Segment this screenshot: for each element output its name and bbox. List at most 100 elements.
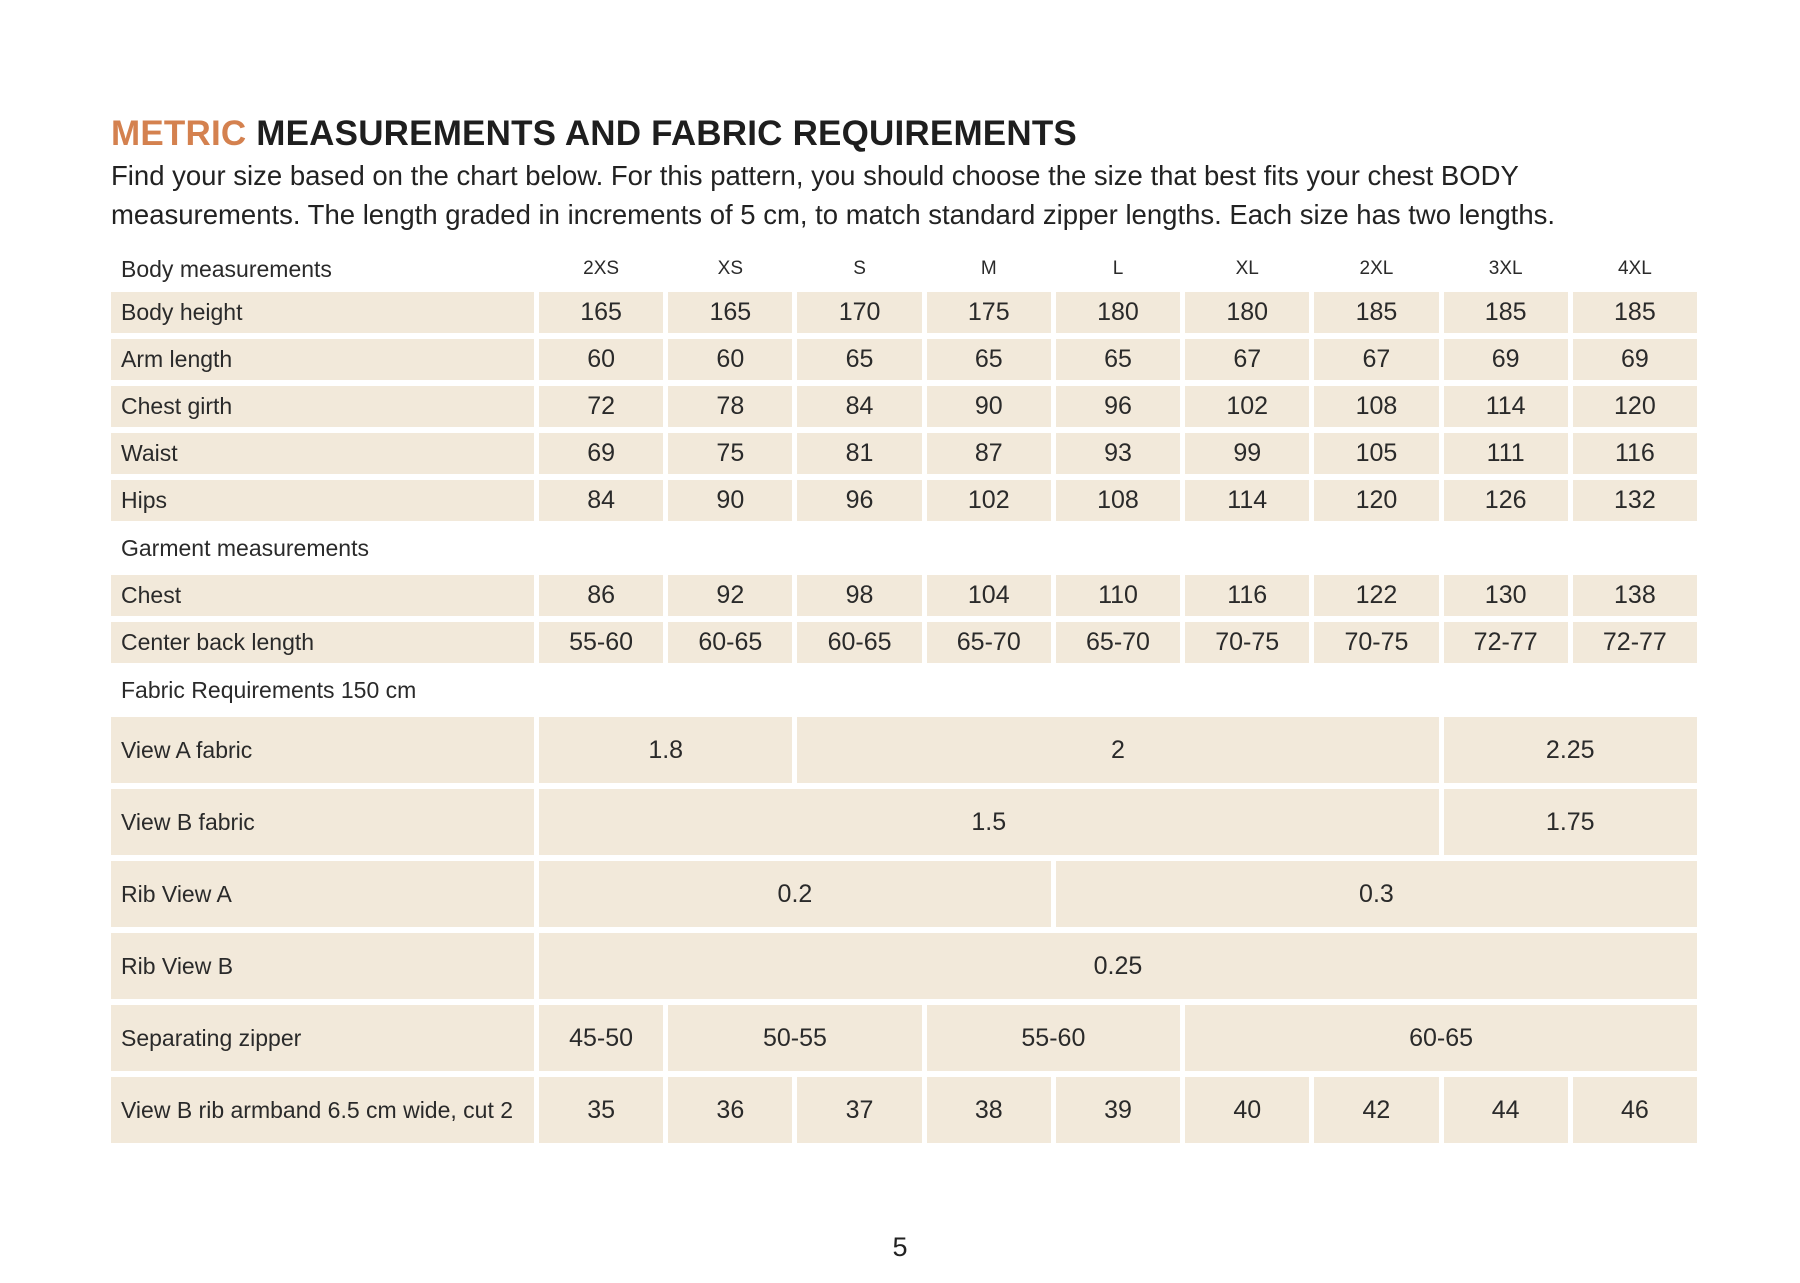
- size-header-s: S: [853, 258, 866, 279]
- row-label: Waist: [111, 433, 534, 474]
- row-label: Chest girth: [111, 386, 534, 427]
- fabric-requirements-header: Fabric Requirements 150 cm: [121, 676, 417, 703]
- title-rest: MEASUREMENTS AND FABRIC REQUIREMENTS: [246, 114, 1077, 153]
- table-cell: 45-50: [539, 1005, 664, 1071]
- table-cell: 70-75: [1185, 622, 1310, 663]
- table-cell: 99: [1185, 433, 1310, 474]
- table-cell: 65-70: [926, 622, 1051, 663]
- table-cell: 69: [1443, 339, 1568, 380]
- table-cell: 108: [1314, 386, 1439, 427]
- table-cell: 1.8: [539, 717, 793, 783]
- table-cell: 87: [926, 433, 1051, 474]
- table-cell: 105: [1314, 433, 1439, 474]
- table-cell: 116: [1185, 575, 1310, 616]
- row-label: Center back length: [111, 622, 534, 663]
- table-cell: 50-55: [668, 1005, 922, 1071]
- table-cell: 46: [1572, 1077, 1697, 1143]
- size-header-3xl: 3XL: [1488, 258, 1523, 279]
- size-header-xl: XL: [1235, 258, 1259, 279]
- table-cell: 84: [797, 386, 922, 427]
- table-cell: 130: [1443, 575, 1568, 616]
- table-cell: 122: [1314, 575, 1439, 616]
- table-cell: 110: [1055, 575, 1181, 616]
- table-cell: 111: [1443, 433, 1568, 474]
- table-cell: 132: [1572, 480, 1697, 521]
- table-cell: 114: [1443, 386, 1568, 427]
- table-cell: 40: [1185, 1077, 1310, 1143]
- table-cell: 39: [1055, 1077, 1181, 1143]
- row-label: Arm length: [111, 339, 534, 380]
- size-header-2xl: 2XL: [1359, 258, 1394, 279]
- garment-measurements-header: Garment measurements: [121, 534, 369, 561]
- table-cell: 60: [668, 339, 793, 380]
- table-cell: 180: [1055, 292, 1181, 333]
- row-label: Rib View B: [111, 933, 534, 999]
- table-cell: 72: [539, 386, 664, 427]
- table-cell: 60-65: [797, 622, 922, 663]
- row-label: Chest: [111, 575, 534, 616]
- table-cell: 81: [797, 433, 922, 474]
- table-cell: 90: [668, 480, 793, 521]
- table-cell: 116: [1572, 433, 1697, 474]
- row-label: Body height: [111, 292, 534, 333]
- table-cell: 165: [539, 292, 664, 333]
- table-cell: 35: [539, 1077, 664, 1143]
- page-title: METRIC MEASUREMENTS AND FABRIC REQUIREME…: [111, 114, 1077, 154]
- table-cell: 36: [668, 1077, 793, 1143]
- table-cell: 90: [926, 386, 1051, 427]
- table-cell: 55-60: [539, 622, 664, 663]
- table-cell: 70-75: [1314, 622, 1439, 663]
- row-label: Rib View A: [111, 861, 534, 927]
- table-cell: 2: [797, 717, 1439, 783]
- table-cell: 98: [797, 575, 922, 616]
- table-cell: 75: [668, 433, 793, 474]
- table-cell: 108: [1055, 480, 1181, 521]
- table-cell: 84: [539, 480, 664, 521]
- row-label: View B rib armband 6.5 cm wide, cut 2: [111, 1077, 534, 1143]
- table-cell: 0.2: [539, 861, 1051, 927]
- table-cell: 92: [668, 575, 793, 616]
- table-cell: 102: [926, 480, 1051, 521]
- size-header-m: M: [980, 258, 997, 279]
- table-cell: 114: [1185, 480, 1310, 521]
- size-header-2xs: 2XS: [583, 258, 620, 279]
- table-cell: 180: [1185, 292, 1310, 333]
- table-cell: 69: [1572, 339, 1697, 380]
- body-measurements-header: Body measurements: [121, 255, 332, 282]
- table-cell: 185: [1443, 292, 1568, 333]
- table-cell: 126: [1443, 480, 1568, 521]
- table-cell: 96: [797, 480, 922, 521]
- table-cell: 38: [926, 1077, 1051, 1143]
- table-cell: 104: [926, 575, 1051, 616]
- table-cell: 120: [1314, 480, 1439, 521]
- table-cell: 69: [539, 433, 664, 474]
- size-chart-table: Body measurements 2XS XS S M L XL 2XL 3XL 4XL Body…: [111, 252, 1697, 1143]
- table-cell: 65: [1055, 339, 1181, 380]
- table-cell: 1.5: [539, 789, 1439, 855]
- table-cell: 102: [1185, 386, 1310, 427]
- table-cell: 175: [926, 292, 1051, 333]
- table-cell: 72-77: [1572, 622, 1697, 663]
- table-cell: 0.25: [539, 933, 1697, 999]
- table-cell: 93: [1055, 433, 1181, 474]
- table-cell: 42: [1314, 1077, 1439, 1143]
- size-header-l: L: [1112, 258, 1124, 279]
- table-cell: 185: [1572, 292, 1697, 333]
- table-cell: 96: [1055, 386, 1181, 427]
- table-cell: 2.25: [1443, 717, 1697, 783]
- table-cell: 65: [926, 339, 1051, 380]
- row-label: View A fabric: [111, 717, 534, 783]
- intro-text: Find your size based on the chart below.…: [111, 160, 1556, 230]
- table-cell: 72-77: [1443, 622, 1568, 663]
- table-cell: 1.75: [1443, 789, 1697, 855]
- table-cell: 60-65: [668, 622, 793, 663]
- row-label: Hips: [111, 480, 534, 521]
- row-label: Separating zipper: [111, 1005, 534, 1071]
- table-cell: 44: [1443, 1077, 1568, 1143]
- size-header-4xl: 4XL: [1617, 258, 1652, 279]
- table-cell: 86: [539, 575, 664, 616]
- page-number: 5: [892, 1232, 908, 1262]
- table-cell: 170: [797, 292, 922, 333]
- table-cell: 120: [1572, 386, 1697, 427]
- table-cell: 0.3: [1055, 861, 1697, 927]
